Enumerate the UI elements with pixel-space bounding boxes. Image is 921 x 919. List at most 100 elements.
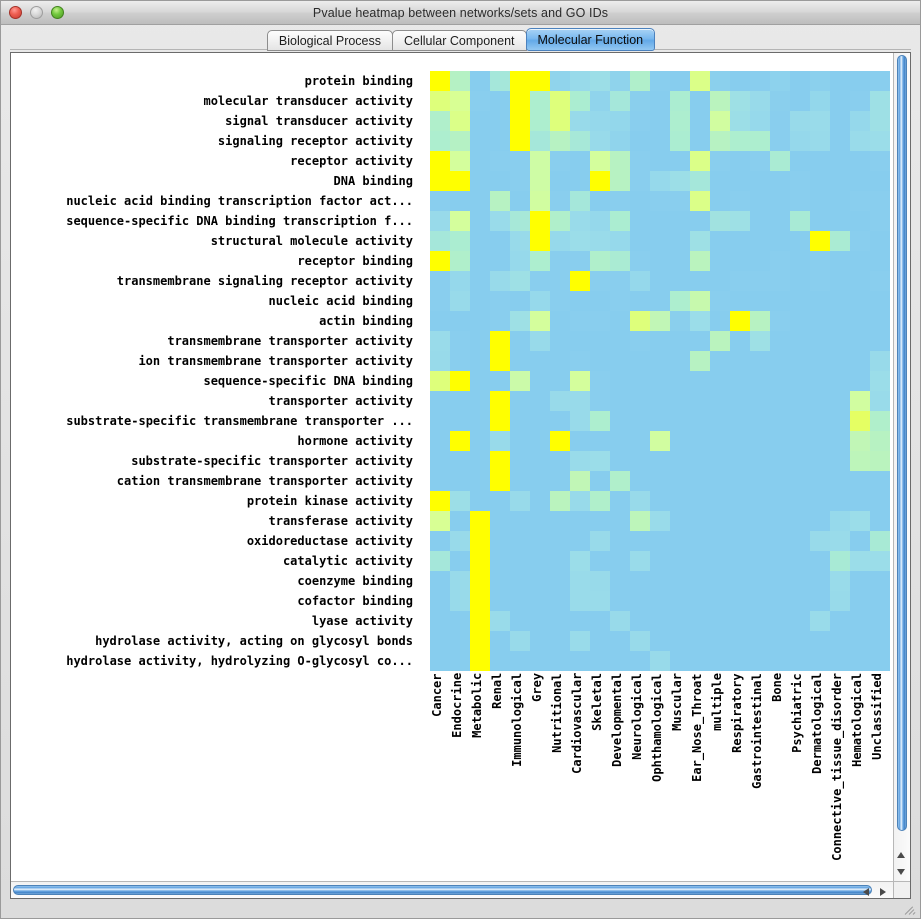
heatmap-cell[interactable] — [690, 331, 710, 351]
heatmap-cell[interactable] — [510, 231, 530, 251]
heatmap-cell[interactable] — [630, 351, 650, 371]
heatmap-cell[interactable] — [570, 251, 590, 271]
heatmap-cell[interactable] — [510, 451, 530, 471]
heatmap-cell[interactable] — [850, 571, 870, 591]
heatmap-cell[interactable] — [530, 191, 550, 211]
heatmap-cell[interactable] — [590, 571, 610, 591]
heatmap-cell[interactable] — [570, 331, 590, 351]
heatmap-cell[interactable] — [630, 131, 650, 151]
heatmap-cell[interactable] — [450, 371, 470, 391]
heatmap-cell[interactable] — [770, 631, 790, 651]
heatmap-cell[interactable] — [810, 571, 830, 591]
heatmap-cell[interactable] — [630, 71, 650, 91]
heatmap-cell[interactable] — [450, 91, 470, 111]
heatmap-cell[interactable] — [730, 131, 750, 151]
heatmap-cell[interactable] — [550, 511, 570, 531]
heatmap-cell[interactable] — [770, 431, 790, 451]
heatmap-cell[interactable] — [770, 531, 790, 551]
heatmap-cell[interactable] — [510, 331, 530, 351]
heatmap-cell[interactable] — [710, 251, 730, 271]
heatmap-cell[interactable] — [730, 371, 750, 391]
heatmap-cell[interactable] — [490, 251, 510, 271]
heatmap-cell[interactable] — [850, 631, 870, 651]
heatmap-cell[interactable] — [850, 71, 870, 91]
heatmap-cell[interactable] — [670, 371, 690, 391]
heatmap-cell[interactable] — [650, 391, 670, 411]
heatmap-cell[interactable] — [490, 531, 510, 551]
heatmap-cell[interactable] — [430, 171, 450, 191]
heatmap-cell[interactable] — [510, 91, 530, 111]
heatmap-cell[interactable] — [570, 631, 590, 651]
heatmap-cell[interactable] — [690, 391, 710, 411]
heatmap-cell[interactable] — [530, 411, 550, 431]
heatmap-cell[interactable] — [470, 571, 490, 591]
heatmap-cell[interactable] — [810, 371, 830, 391]
heatmap-cell[interactable] — [430, 391, 450, 411]
heatmap-cell[interactable] — [590, 351, 610, 371]
heatmap-cell[interactable] — [850, 271, 870, 291]
heatmap-cell[interactable] — [530, 391, 550, 411]
heatmap-cell[interactable] — [690, 371, 710, 391]
heatmap-cell[interactable] — [870, 171, 890, 191]
heatmap-cell[interactable] — [670, 151, 690, 171]
heatmap-cell[interactable] — [710, 111, 730, 131]
heatmap-cell[interactable] — [470, 411, 490, 431]
heatmap-cell[interactable] — [510, 411, 530, 431]
heatmap-cell[interactable] — [490, 211, 510, 231]
heatmap-cell[interactable] — [810, 611, 830, 631]
heatmap-cell[interactable] — [490, 351, 510, 371]
heatmap-cell[interactable] — [490, 231, 510, 251]
heatmap-cell[interactable] — [430, 611, 450, 631]
heatmap-cell[interactable] — [530, 611, 550, 631]
heatmap-cell[interactable] — [430, 271, 450, 291]
heatmap-cell[interactable] — [670, 571, 690, 591]
heatmap-cell[interactable] — [870, 151, 890, 171]
heatmap-cell[interactable] — [650, 511, 670, 531]
heatmap-cell[interactable] — [690, 491, 710, 511]
heatmap-cell[interactable] — [710, 551, 730, 571]
heatmap-cell[interactable] — [870, 111, 890, 131]
heatmap-cell[interactable] — [730, 631, 750, 651]
heatmap-cell[interactable] — [490, 171, 510, 191]
heatmap-cell[interactable] — [830, 371, 850, 391]
heatmap-cell[interactable] — [530, 71, 550, 91]
heatmap-cell[interactable] — [730, 351, 750, 371]
heatmap-cell[interactable] — [490, 511, 510, 531]
heatmap-cell[interactable] — [510, 211, 530, 231]
heatmap-cell[interactable] — [570, 431, 590, 451]
heatmap-cell[interactable] — [570, 151, 590, 171]
heatmap-cell[interactable] — [730, 591, 750, 611]
heatmap-cell[interactable] — [490, 491, 510, 511]
heatmap-cell[interactable] — [830, 391, 850, 411]
heatmap-cell[interactable] — [870, 511, 890, 531]
heatmap-cell[interactable] — [690, 151, 710, 171]
heatmap-cell[interactable] — [790, 331, 810, 351]
heatmap-cell[interactable] — [770, 551, 790, 571]
heatmap-cell[interactable] — [770, 91, 790, 111]
heatmap-cell[interactable] — [650, 371, 670, 391]
heatmap-cell[interactable] — [510, 351, 530, 371]
heatmap-cell[interactable] — [610, 471, 630, 491]
heatmap-cell[interactable] — [790, 571, 810, 591]
heatmap-cell[interactable] — [810, 551, 830, 571]
heatmap-cell[interactable] — [610, 451, 630, 471]
heatmap-cell[interactable] — [650, 231, 670, 251]
heatmap-cell[interactable] — [810, 91, 830, 111]
heatmap-cell[interactable] — [550, 631, 570, 651]
heatmap-cell[interactable] — [770, 311, 790, 331]
heatmap-cell[interactable] — [470, 591, 490, 611]
heatmap-cell[interactable] — [430, 351, 450, 371]
heatmap-cell[interactable] — [670, 631, 690, 651]
heatmap-cell[interactable] — [630, 371, 650, 391]
heatmap-cell[interactable] — [630, 331, 650, 351]
heatmap-cell[interactable] — [750, 631, 770, 651]
heatmap-cell[interactable] — [690, 351, 710, 371]
heatmap-cell[interactable] — [830, 151, 850, 171]
heatmap-cell[interactable] — [670, 311, 690, 331]
heatmap-cell[interactable] — [630, 591, 650, 611]
heatmap-cell[interactable] — [430, 491, 450, 511]
heatmap-cell[interactable] — [490, 151, 510, 171]
heatmap-cell[interactable] — [830, 191, 850, 211]
heatmap-cell[interactable] — [710, 591, 730, 611]
heatmap-cell[interactable] — [770, 591, 790, 611]
